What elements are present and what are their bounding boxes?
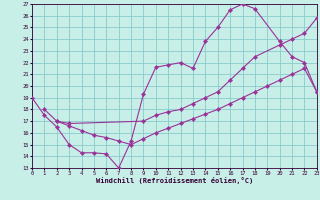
X-axis label: Windchill (Refroidissement éolien,°C): Windchill (Refroidissement éolien,°C) (96, 177, 253, 184)
